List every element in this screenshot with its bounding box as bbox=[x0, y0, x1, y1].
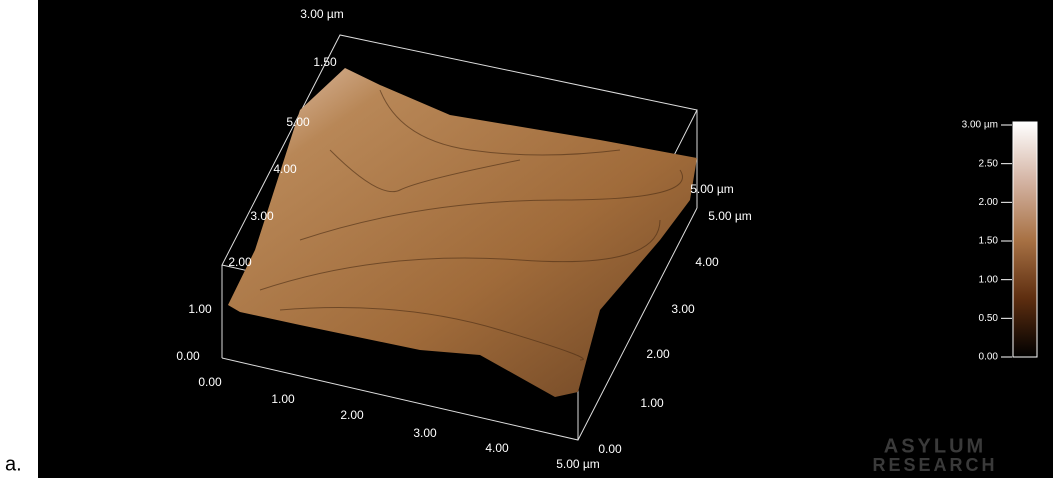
x-axis-tick-label: 2.00 bbox=[340, 408, 364, 422]
y-axis-tick-label: 0.00 bbox=[598, 442, 622, 456]
surface bbox=[228, 68, 697, 397]
watermark: RESEARCH bbox=[872, 455, 997, 475]
back-axis-tick-label: 3.00 bbox=[250, 209, 274, 223]
z-axis-tick-label: 2.00 bbox=[228, 255, 252, 269]
x-axis-tick-label: 1.00 bbox=[271, 392, 295, 406]
y-axis-tick-label: 2.00 bbox=[646, 347, 670, 361]
y-axis-tick-label: 5.00 µm bbox=[708, 209, 752, 223]
back-axis-tick-label: 3.00 µm bbox=[300, 7, 344, 21]
y-axis-tick-label: 1.00 bbox=[640, 396, 664, 410]
colorbar-tick-label: 1.50 bbox=[979, 236, 999, 247]
colorbar-tick-label: 2.50 bbox=[979, 158, 999, 169]
watermark: ASYLUM bbox=[884, 435, 986, 457]
x-axis-tick-label: 0.00 bbox=[198, 375, 222, 389]
bounding-box bbox=[221, 34, 698, 441]
colorbar-tick-label: 0.00 bbox=[979, 352, 999, 363]
back-axis-tick-label: 5.00 bbox=[286, 115, 310, 129]
colorbar bbox=[1012, 121, 1038, 358]
figure-label: a. bbox=[5, 453, 22, 475]
back-axis-tick-label: 5.00 µm bbox=[690, 182, 734, 196]
colorbar-tick-label: 0.50 bbox=[979, 313, 999, 324]
colorbar-tick-label: 2.00 bbox=[979, 197, 999, 208]
z-axis-tick-label: 0.00 bbox=[176, 349, 200, 363]
x-axis-tick-label: 4.00 bbox=[485, 441, 509, 455]
y-axis-tick-label: 3.00 bbox=[671, 302, 695, 316]
colorbar-tick-label: 1.00 bbox=[979, 274, 999, 285]
back-axis-tick-label: 4.00 bbox=[273, 162, 297, 176]
z-axis-tick-label: 1.00 bbox=[188, 302, 212, 316]
colorbar-tick-label: 3.00 µm bbox=[962, 120, 998, 131]
x-axis-tick-label: 3.00 bbox=[413, 426, 437, 440]
back-axis-tick-label: 1.50 bbox=[313, 55, 337, 69]
y-axis-tick-label: 4.00 bbox=[695, 255, 719, 269]
surface-ridges bbox=[259, 89, 683, 361]
x-axis-tick-label: 5.00 µm bbox=[556, 457, 600, 471]
